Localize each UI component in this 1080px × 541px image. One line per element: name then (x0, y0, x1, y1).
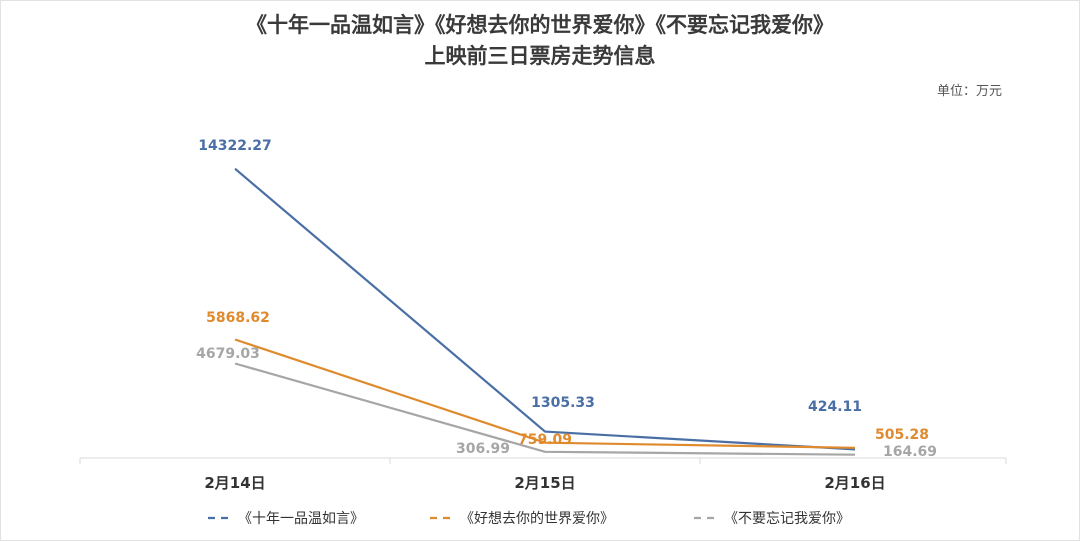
series-line-2 (234, 362, 856, 456)
unit-label: 单位：万元 (937, 84, 1002, 99)
chart-title: 《十年一品温如言》《好想去你的世界爱你》《不要忘记我爱你》 (246, 13, 834, 37)
data-label: 424.11 (808, 399, 862, 415)
legend-label-0: 《十年一品温如言》 (238, 511, 364, 527)
data-label: 4679.03 (196, 346, 260, 362)
data-label: 164.69 (883, 444, 937, 460)
data-label: 505.28 (875, 427, 929, 443)
legend-label-1: 《好想去你的世界爱你》 (460, 511, 614, 527)
data-label: 306.99 (456, 441, 510, 457)
x-tick-label: 2月14日 (204, 474, 265, 492)
series-line-1 (234, 338, 856, 449)
data-label: 1305.33 (531, 395, 595, 411)
legend-label-2: 《不要忘记我爱你》 (724, 511, 850, 527)
series-line-0 (234, 167, 856, 451)
data-labels: 14322.27 1305.33 424.11 5868.62 759.09 505.28… (196, 138, 937, 460)
x-tick-label: 2月15日 (514, 474, 575, 492)
data-label: 14322.27 (198, 138, 272, 154)
data-label: 5868.62 (206, 310, 270, 326)
x-tick-label: 2月16日 (824, 474, 885, 492)
legend: 《十年一品温如言》 《好想去你的世界爱你》 《不要忘记我爱你》 (208, 511, 850, 527)
series-lines (234, 167, 856, 456)
data-label: 759.09 (518, 432, 572, 448)
chart-subtitle: 上映前三日票房走势信息 (425, 44, 656, 68)
x-axis-ticks: 2月14日 2月15日 2月16日 (79, 458, 1007, 492)
